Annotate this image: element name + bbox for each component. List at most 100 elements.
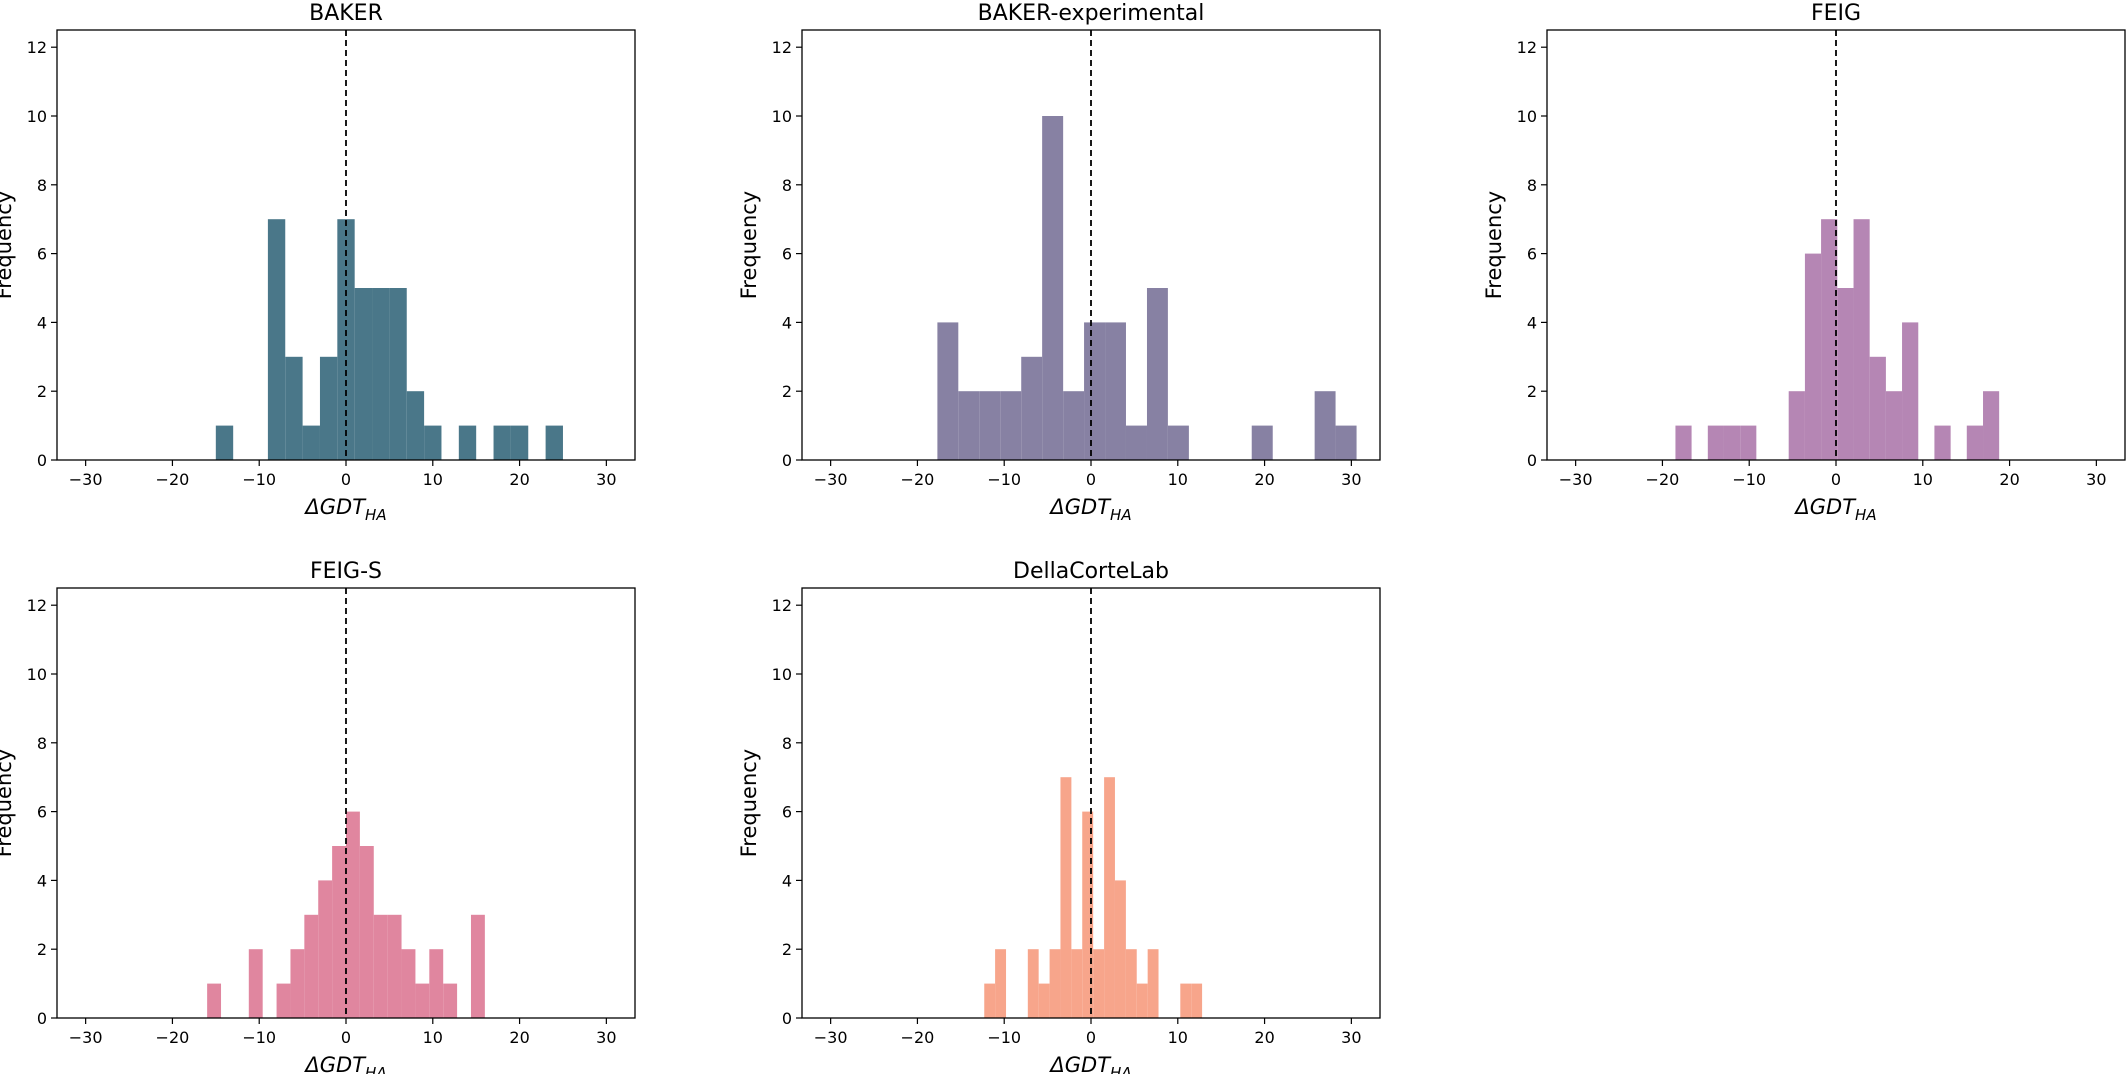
bar [1723,425,1741,460]
bar [1191,983,1203,1018]
bar [1146,288,1168,460]
bar [1063,391,1085,460]
y-tick-label: 0 [782,451,792,470]
bar [545,425,563,460]
bar [267,219,286,460]
x-tick-label: −10 [1732,470,1766,489]
bar [1125,949,1137,1018]
panel-title: FEIG [1811,1,1861,26]
histogram-panel: −30 −20 −10 0 10 20 30 0 2 4 6 8 10 12 BAKER-experimen… [737,1,1381,524]
y-tick-label: 4 [1527,313,1537,332]
x-tick-label: −10 [987,470,1021,489]
bar [1147,949,1159,1018]
x-tick-label: 10 [1913,470,1933,489]
x-tick-label: −30 [69,470,103,489]
x-tick-label: 30 [1341,470,1361,489]
bar [470,914,485,1018]
bar [1934,425,1951,460]
bar [1060,777,1072,1018]
bar [406,391,425,460]
y-axis-label: Frequency [737,749,761,858]
x-tick-label: −20 [901,470,935,489]
x-axis-label-sub: HA [1110,506,1132,524]
x-axis-label-main: ΔGDT [1793,495,1857,519]
y-tick-label: 10 [1517,107,1537,126]
y-axis-label: Frequency [0,191,16,300]
y-tick-label: 4 [37,871,47,890]
bar [215,425,234,460]
x-tick-label: −20 [156,470,190,489]
x-tick-label: 30 [596,1028,616,1047]
y-axis-label: Frequency [1482,191,1506,300]
bar [1788,391,1805,460]
y-tick-label: 12 [1517,38,1537,57]
bar [1042,116,1064,460]
bar [372,288,390,460]
panel-title: BAKER-experimental [978,1,1205,26]
y-tick-label: 10 [27,665,47,684]
x-tick-label: 10 [423,470,443,489]
x-tick-label: 0 [1086,1028,1096,1047]
bar [995,949,1007,1018]
bar [285,356,303,460]
x-tick-label: −10 [242,470,276,489]
y-tick-label: 10 [27,107,47,126]
y-tick-label: 6 [782,803,792,822]
histogram-panel: −30 −20 −10 0 10 20 30 0 2 4 6 8 10 12 BAKER ΔGDTHA Freq… [0,1,636,524]
x-axis-label: ΔGDTHA [1048,495,1131,524]
y-tick-label: 8 [782,734,792,753]
bar [1021,356,1043,460]
y-tick-label: 4 [782,871,792,890]
bar [1869,356,1886,460]
bar [1740,425,1757,460]
bar [1093,949,1105,1018]
x-tick-label: −10 [242,1028,276,1047]
bar [290,949,305,1018]
x-axis-label: ΔGDTHA [1793,495,1876,524]
bar [1084,322,1106,460]
bar [302,425,320,460]
y-tick-label: 6 [782,245,792,264]
x-axis-label-main: ΔGDT [1048,495,1112,519]
bar [389,288,407,460]
bar [1837,288,1854,460]
x-axis-label-main: ΔGDT [303,1053,367,1074]
bar [1885,391,1903,460]
y-tick-label: 0 [782,1009,792,1028]
bar [346,811,360,1018]
y-tick-label: 8 [37,734,47,753]
bar [1966,425,1984,460]
bar [354,288,373,460]
bar [424,425,442,460]
y-tick-label: 2 [37,382,47,401]
bar [248,949,263,1018]
x-tick-label: −30 [1559,470,1593,489]
y-tick-label: 4 [37,313,47,332]
x-tick-label: 0 [1086,470,1096,489]
x-tick-label: 0 [341,470,351,489]
x-tick-label: 30 [1341,1028,1361,1047]
y-tick-label: 0 [1527,451,1537,470]
x-tick-label: −20 [1646,470,1680,489]
bar [1038,983,1050,1018]
bar [1114,880,1126,1018]
bar [304,914,319,1018]
bar [1136,983,1148,1018]
bar [493,425,511,460]
x-tick-label: 0 [341,1028,351,1047]
y-tick-label: 2 [782,382,792,401]
x-tick-label: 30 [2086,470,2106,489]
x-tick-label: 10 [1168,470,1188,489]
x-tick-label: 10 [1168,1028,1188,1047]
bar [1335,425,1357,460]
y-tick-label: 2 [782,940,792,959]
x-tick-label: −30 [814,470,848,489]
bar [510,425,529,460]
x-tick-label: 10 [423,1028,443,1047]
y-tick-label: 0 [37,451,47,470]
y-tick-label: 0 [37,1009,47,1028]
bar [979,391,1001,460]
y-tick-label: 12 [27,38,47,57]
x-axis-label: ΔGDTHA [303,495,386,524]
bar [1027,949,1039,1018]
